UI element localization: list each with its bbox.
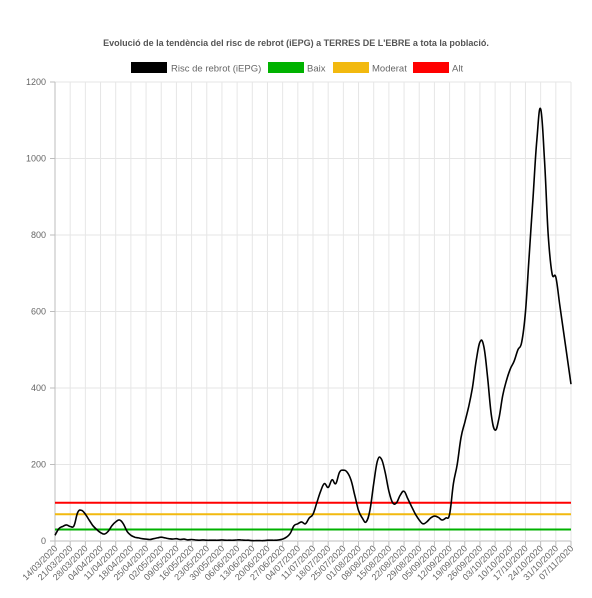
legend-label: Risc de rebrot (iEPG): [171, 64, 261, 75]
legend-label: Moderat: [372, 64, 407, 75]
legend-label: Alt: [452, 64, 463, 75]
legend-item[interactable]: Alt: [413, 62, 463, 75]
y-tick-label: 1200: [26, 77, 46, 87]
chart-title: Evolució de la tendència del risc de reb…: [103, 38, 489, 48]
legend-swatch: [413, 62, 449, 73]
legend[interactable]: Risc de rebrot (iEPG) Baix Moderat Alt: [131, 62, 463, 75]
y-tick-label: 1000: [26, 154, 46, 164]
y-tick-label: 800: [31, 230, 46, 240]
y-tick-label: 200: [31, 460, 46, 470]
grid-lines: [50, 81, 572, 546]
y-tick-label: 400: [31, 383, 46, 393]
series-line-risc-de-rebrot[interactable]: [54, 107, 572, 542]
legend-label: Baix: [307, 64, 326, 75]
legend-item[interactable]: Risc de rebrot (iEPG): [131, 62, 261, 75]
legend-swatch: [268, 62, 304, 73]
legend-item[interactable]: Moderat: [333, 62, 407, 75]
y-axis-ticks: 0 200 400 600 800 1000 1200: [26, 77, 46, 546]
y-tick-label: 0: [41, 536, 46, 546]
legend-item[interactable]: Baix: [268, 62, 326, 75]
x-axis-ticks: 14/03/202021/03/202028/03/202004/04/2020…: [20, 543, 575, 582]
legend-swatch: [131, 62, 167, 73]
y-tick-label: 600: [31, 307, 46, 317]
series-lines: [54, 107, 572, 542]
legend-swatch: [333, 62, 369, 73]
